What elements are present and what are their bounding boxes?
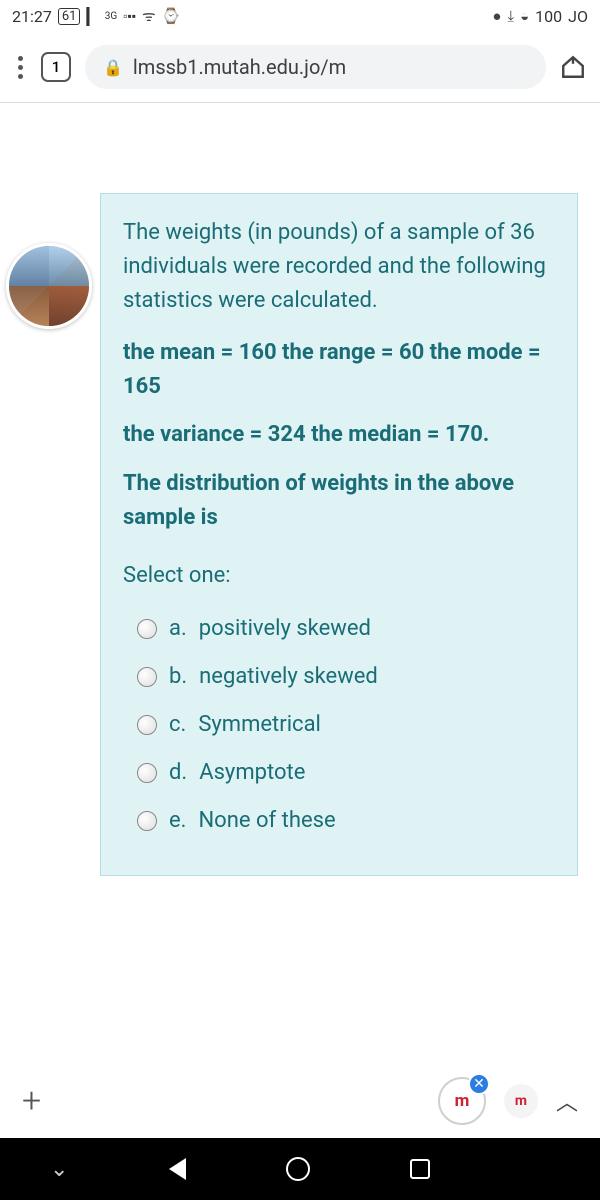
tab-count-value: 1 — [52, 58, 61, 76]
radio-icon[interactable] — [137, 715, 157, 735]
status-left: 21:27 61 ▎ 3G ▫▪▪ ᯤ ⌚ — [12, 6, 180, 26]
browser-bar: 1 🔒 lmssb1.mutah.edu.jo/m — [0, 32, 600, 102]
bottom-right: m ✕ m ︿ — [438, 1077, 578, 1125]
option-text: None of these — [198, 804, 335, 838]
radio-icon[interactable] — [137, 811, 157, 831]
home-icon[interactable] — [560, 54, 586, 80]
url-text: lmssb1.mutah.edu.jo/m — [133, 55, 346, 79]
nav-expand-icon[interactable]: ⌄ — [50, 1157, 68, 1182]
nav-recent-button[interactable] — [410, 1159, 430, 1179]
scroll-top-button[interactable]: ︿ — [556, 1085, 578, 1117]
m-icon: m — [515, 1093, 527, 1109]
option-b[interactable]: b. negatively skewed — [123, 653, 555, 701]
status-battery: 100 — [535, 7, 562, 26]
option-text: negatively skewed — [199, 660, 378, 694]
status-net: 3G — [105, 11, 117, 22]
status-bar: 21:27 61 ▎ 3G ▫▪▪ ᯤ ⌚ ● ⤓ ◒ 100 JO — [0, 0, 600, 32]
option-text: Symmetrical — [198, 708, 321, 742]
menu-icon[interactable] — [14, 52, 27, 83]
question-stats-2: the variance = 324 the median = 170. — [123, 418, 555, 452]
option-letter: a. — [169, 612, 187, 646]
option-a[interactable]: a. positively skewed — [123, 605, 555, 653]
nav-back-button[interactable] — [169, 1158, 186, 1180]
close-badge-icon[interactable]: ✕ — [468, 1073, 490, 1095]
android-nav-bar: ⌄ — [0, 1138, 600, 1200]
messenger-icon: ◒ — [520, 7, 529, 25]
option-text: Asymptote — [199, 756, 305, 790]
content-area: The weights (in pounds) of a sample of 3… — [0, 193, 600, 1193]
user-icon: ⤓ — [507, 7, 514, 25]
option-letter: c. — [169, 708, 186, 742]
question-prompt: The distribution of weights in the above… — [123, 467, 555, 535]
option-c[interactable]: c. Symmetrical — [123, 701, 555, 749]
option-letter: e. — [169, 804, 186, 838]
option-e[interactable]: e. None of these — [123, 797, 555, 845]
nav-home-button[interactable] — [286, 1157, 310, 1181]
option-letter: b. — [169, 660, 187, 694]
lock-icon: 🔒 — [103, 58, 123, 77]
alarm-icon: ⌚ — [162, 7, 181, 25]
option-letter: d. — [169, 756, 187, 790]
radio-icon[interactable] — [137, 763, 157, 783]
avatar[interactable] — [6, 243, 92, 329]
option-d[interactable]: d. Asymptote — [123, 749, 555, 797]
status-time: 21:27 — [12, 7, 52, 26]
chat-bubble-main[interactable]: m ✕ — [438, 1077, 486, 1125]
status-right: ● ⤓ ◒ 100 JO — [492, 7, 588, 26]
radio-icon[interactable] — [137, 667, 157, 687]
bottom-toolbar: + m ✕ m ︿ — [0, 1070, 600, 1132]
url-bar[interactable]: 🔒 lmssb1.mutah.edu.jo/m — [85, 45, 546, 89]
status-signal: ▎ — [86, 7, 98, 26]
divider — [0, 102, 600, 103]
tab-count-button[interactable]: 1 — [41, 52, 71, 82]
status-carrier: JO — [568, 7, 588, 26]
wifi-icon: ᯤ — [142, 6, 156, 26]
m-icon: m — [455, 1091, 470, 1111]
chat-icon: ● — [492, 7, 501, 25]
new-tab-button[interactable]: + — [22, 1081, 41, 1121]
status-card: 61 — [58, 8, 81, 25]
chat-bubble-small[interactable]: m — [504, 1084, 538, 1118]
option-text: positively skewed — [199, 612, 371, 646]
question-card: The weights (in pounds) of a sample of 3… — [100, 193, 578, 876]
radio-icon[interactable] — [137, 619, 157, 639]
question-intro: The weights (in pounds) of a sample of 3… — [123, 216, 555, 318]
status-bars: ▫▪▪ — [123, 9, 136, 23]
question-stats-1: the mean = 160 the range = 60 the mode =… — [123, 336, 555, 404]
select-one-label: Select one: — [123, 559, 555, 593]
